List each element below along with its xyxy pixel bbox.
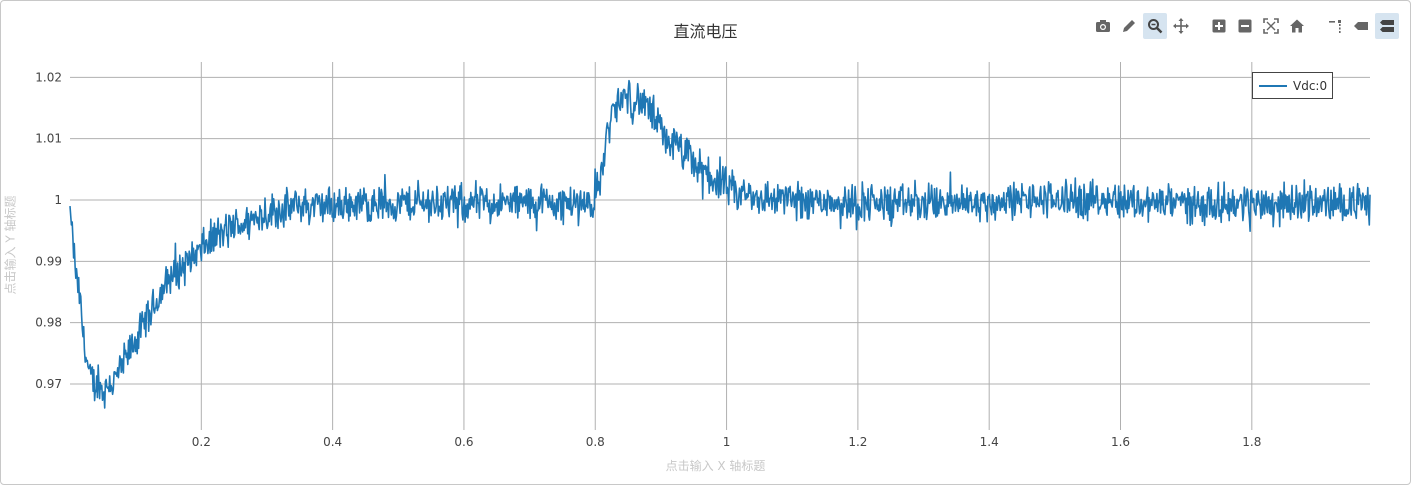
zoom-out-icon — [1238, 19, 1252, 33]
legend[interactable]: Vdc:0 — [1252, 72, 1333, 99]
zoom-in-icon — [1212, 19, 1226, 33]
chart-title: 直流电压 — [673, 22, 738, 41]
hover-closest-icon — [1354, 22, 1368, 30]
zoom-in-button[interactable] — [1207, 13, 1231, 39]
hover-compare-icon — [1380, 20, 1394, 32]
y-axis: 0.97 0.98 0.99 1 1.01 1.02 — [35, 70, 62, 391]
x-tick-label: 1.4 — [980, 435, 999, 449]
x-axis: 0.2 0.4 0.6 0.8 1 1.2 1.4 1.6 1.8 — [192, 435, 1262, 449]
autoscale-icon — [1263, 18, 1279, 34]
draw-button[interactable] — [1117, 13, 1141, 39]
home-icon — [1290, 19, 1304, 33]
x-tick-label: 1.6 — [1111, 435, 1130, 449]
x-tick-label: 0.2 — [192, 435, 211, 449]
y-axis-title[interactable]: 点击输入 Y 轴标题 — [3, 195, 18, 295]
y-tick-label: 0.99 — [35, 254, 62, 268]
x-tick-label: 1 — [723, 435, 731, 449]
camera-icon — [1096, 20, 1110, 32]
autoscale-button[interactable] — [1259, 13, 1283, 39]
x-tick-label: 0.8 — [586, 435, 605, 449]
legend-item-label: Vdc:0 — [1293, 78, 1328, 93]
x-tick-label: 1.8 — [1242, 435, 1261, 449]
y-tick-label: 0.97 — [35, 377, 62, 391]
pencil-icon — [1123, 20, 1135, 32]
series-layer — [69, 79, 1371, 409]
zoom-icon — [1148, 19, 1163, 34]
hover-closest-button[interactable] — [1349, 13, 1373, 39]
reset-axes-button[interactable] — [1285, 13, 1309, 39]
x-tick-label: 0.6 — [454, 435, 473, 449]
y-tick-label: 1.02 — [35, 70, 62, 84]
x-tick-label: 0.4 — [323, 435, 342, 449]
spike-lines-icon — [1329, 20, 1341, 33]
y-tick-label: 0.98 — [35, 316, 62, 330]
legend-swatch — [1259, 84, 1287, 87]
modebar — [1091, 12, 1399, 40]
grid — [70, 62, 1370, 430]
series-line-vdc0[interactable] — [69, 79, 1371, 409]
pan-button[interactable] — [1169, 13, 1193, 39]
zoom-button[interactable] — [1143, 13, 1167, 39]
x-axis-title[interactable]: 点击输入 X 轴标题 — [665, 459, 766, 473]
hover-compare-button[interactable] — [1375, 13, 1399, 39]
zoom-out-button[interactable] — [1233, 13, 1257, 39]
y-tick-label: 1 — [54, 193, 62, 207]
camera-button[interactable] — [1091, 13, 1115, 39]
y-tick-label: 1.01 — [35, 132, 62, 146]
pan-icon — [1173, 18, 1189, 34]
spike-lines-button[interactable] — [1323, 13, 1347, 39]
x-tick-label: 1.2 — [848, 435, 867, 449]
